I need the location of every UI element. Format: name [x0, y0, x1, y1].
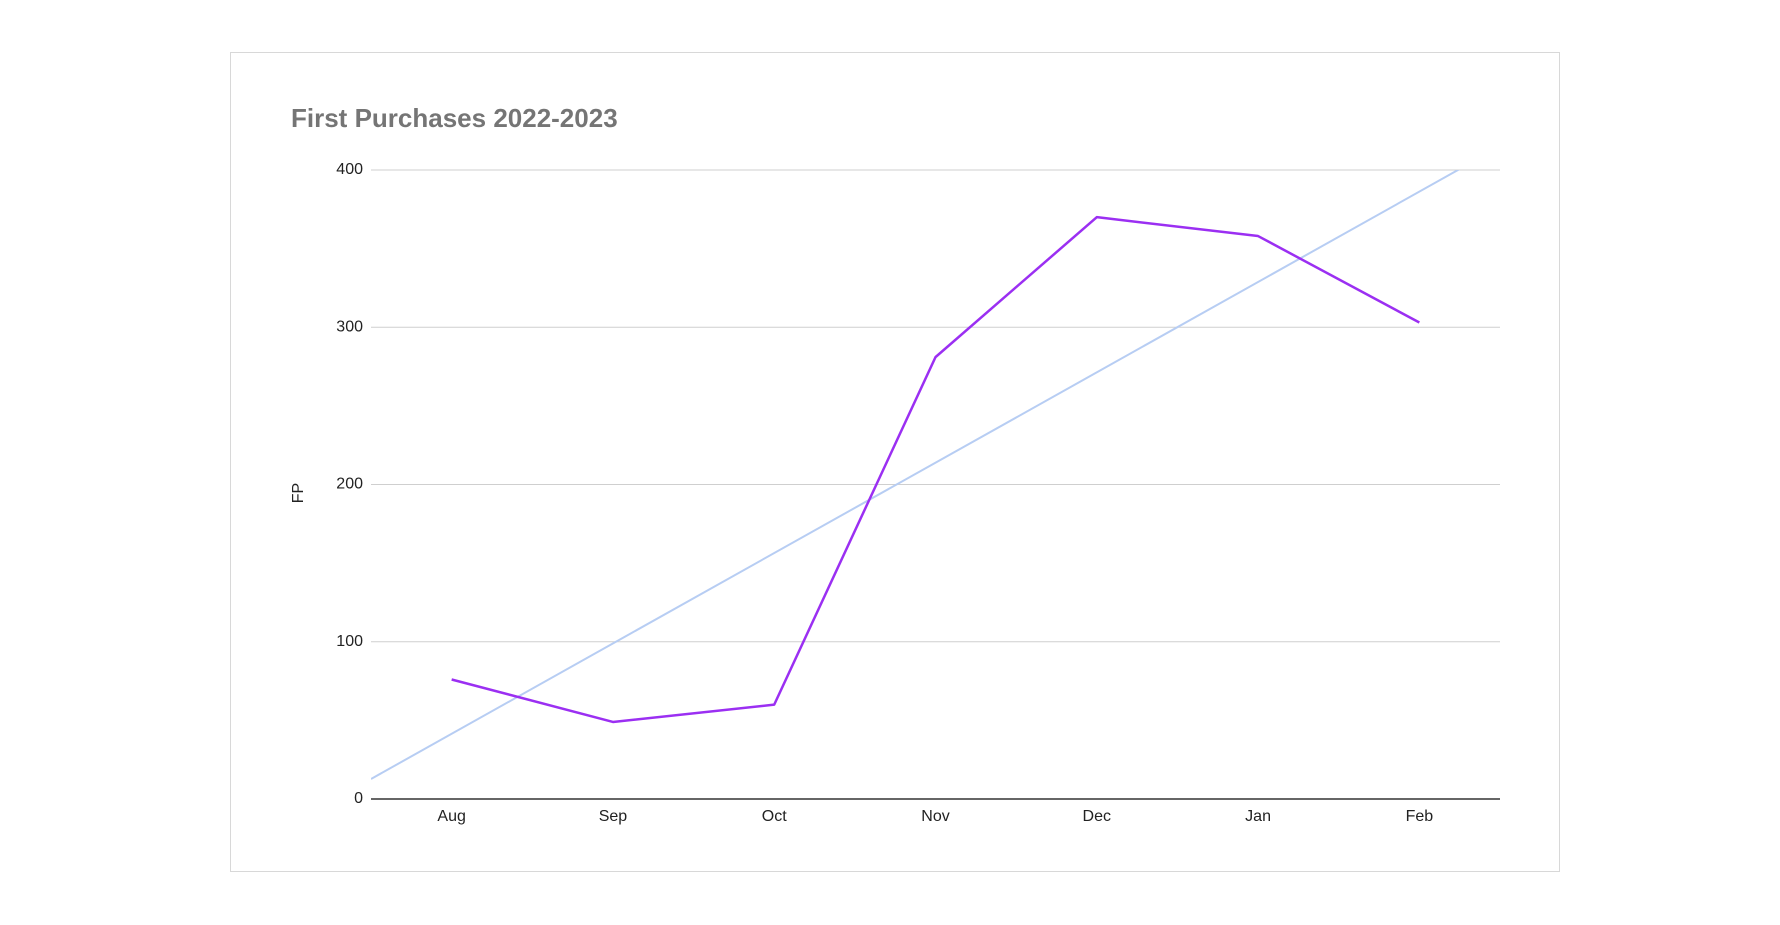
chart-card — [230, 52, 1560, 872]
x-tick-label: Nov — [921, 808, 949, 825]
y-tick-label: 200 — [336, 476, 363, 493]
y-tick-label: 100 — [336, 633, 363, 650]
trendline — [371, 170, 1460, 780]
y-tick-label: 300 — [336, 318, 363, 335]
y-tick-label: 400 — [336, 161, 363, 178]
x-tick-label: Dec — [1083, 808, 1111, 825]
y-axis-label: FP — [290, 483, 307, 503]
x-tick-label: Aug — [437, 808, 465, 825]
x-tick-label: Feb — [1406, 808, 1434, 825]
chart-title: First Purchases 2022-2023 — [291, 103, 618, 133]
x-tick-label: Jan — [1245, 808, 1271, 825]
x-tick-label: Oct — [762, 808, 787, 825]
y-tick-label: 0 — [354, 790, 363, 807]
data-line — [451, 215, 1420, 724]
x-tick-label: Sep — [599, 808, 628, 825]
